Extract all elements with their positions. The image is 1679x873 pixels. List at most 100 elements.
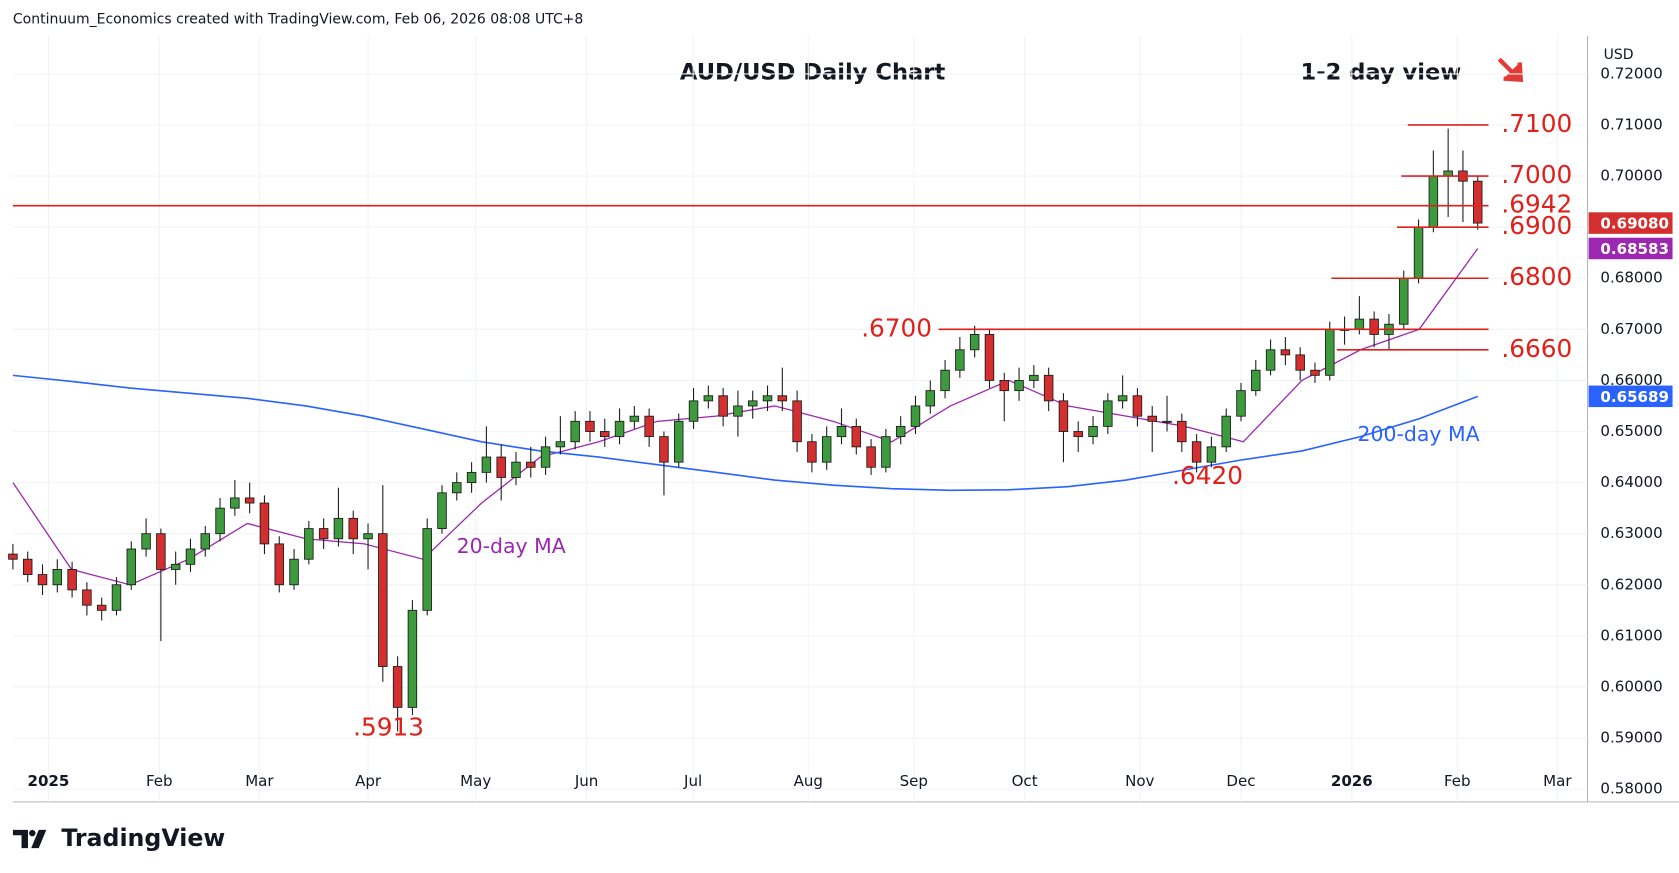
candle	[585, 411, 595, 442]
candle	[141, 518, 151, 557]
candle-body	[126, 548, 137, 586]
candle	[437, 485, 447, 534]
candle-body	[984, 334, 995, 381]
candle-body	[851, 425, 862, 448]
candle-body	[777, 395, 788, 402]
candle	[1399, 270, 1409, 330]
candle-body	[614, 420, 625, 438]
candle	[851, 418, 862, 455]
x-tick-label: Jul	[683, 772, 702, 790]
candle-body	[318, 528, 329, 540]
candle	[600, 418, 610, 447]
candle	[363, 523, 373, 570]
candle-body	[526, 461, 536, 468]
candle	[1251, 359, 1261, 396]
candle-body	[67, 569, 77, 591]
candle	[259, 495, 270, 555]
candle-body	[600, 431, 610, 438]
annotation: .5913	[353, 713, 424, 742]
level-label: .6800	[1501, 262, 1572, 291]
candle	[1206, 436, 1217, 468]
candle-body	[1177, 420, 1187, 443]
y-tick-label: 0.64000	[1600, 473, 1662, 491]
y-tick-label: 0.70000	[1600, 167, 1662, 185]
candle-body	[141, 533, 151, 550]
price-tag-label: 0.68583	[1600, 240, 1669, 258]
candle	[540, 436, 551, 475]
candle	[407, 600, 418, 716]
level-label: .6660	[1501, 334, 1572, 363]
candle-body	[1029, 374, 1039, 381]
y-tick-label: 0.71000	[1600, 115, 1662, 133]
candle	[1117, 375, 1128, 409]
candle	[644, 408, 654, 447]
x-tick-label: Mar	[1543, 772, 1572, 790]
candle	[674, 413, 684, 468]
candle	[1058, 393, 1069, 463]
candle	[126, 541, 137, 590]
x-tick-label: Feb	[1444, 772, 1471, 790]
candle-body	[230, 497, 240, 509]
candle-body	[407, 609, 418, 708]
candle-body	[1265, 349, 1276, 371]
x-tick-label: Sep	[900, 772, 928, 790]
x-tick-label: Aug	[794, 772, 823, 790]
candle-body	[274, 543, 284, 586]
price-tag-label: 0.65689	[1600, 388, 1669, 406]
candle	[955, 337, 965, 378]
moving-average	[12, 248, 1479, 586]
candle-body	[1354, 318, 1365, 330]
candle	[1043, 367, 1054, 412]
candle	[925, 380, 936, 414]
candle	[910, 395, 921, 435]
candle	[1014, 367, 1024, 401]
x-tick-label: Apr	[355, 772, 382, 790]
candle-body	[37, 574, 48, 586]
candle	[318, 518, 329, 550]
candle	[1073, 421, 1083, 452]
candle	[1472, 176, 1483, 230]
price-tag-label: 0.69080	[1600, 215, 1669, 233]
candle	[96, 597, 107, 621]
candle-body	[540, 446, 551, 468]
candle-body	[1117, 395, 1128, 402]
candle	[8, 543, 18, 570]
candle	[289, 549, 299, 590]
candle	[496, 444, 506, 501]
candle-body	[1369, 318, 1379, 335]
candle-body	[363, 533, 373, 540]
candle-body	[215, 507, 225, 535]
x-tick-label: 2026	[1331, 772, 1373, 790]
candle-body	[1132, 395, 1143, 417]
y-tick-label: 0.58000	[1600, 780, 1662, 798]
x-tick-label: Mar	[245, 772, 274, 790]
candle-body	[185, 548, 196, 565]
candle-body	[644, 415, 654, 438]
brand: TradingView	[61, 824, 225, 852]
candle-body	[481, 456, 492, 473]
brand-logo	[12, 829, 47, 849]
candle	[762, 385, 773, 412]
candle	[1103, 393, 1113, 435]
candle-body	[437, 492, 447, 530]
y-tick-label: 0.66000	[1600, 371, 1662, 389]
candle	[230, 480, 240, 516]
candle	[452, 472, 462, 501]
candle-body	[1221, 415, 1231, 448]
candle	[511, 451, 521, 486]
candle-body	[733, 405, 743, 417]
candle	[185, 538, 196, 573]
x-tick-label: Dec	[1226, 772, 1255, 790]
y-tick-label: 0.59000	[1600, 729, 1662, 747]
candle-body	[200, 533, 211, 550]
y-tick-label: 0.65000	[1600, 422, 1662, 440]
candle	[200, 526, 211, 557]
grid	[12, 35, 1588, 802]
candle	[422, 518, 432, 616]
candle	[703, 385, 714, 409]
x-tick-label: Nov	[1125, 772, 1154, 790]
candle	[274, 536, 284, 593]
candle	[1177, 413, 1187, 452]
candle	[378, 485, 388, 682]
candle-body	[1103, 400, 1113, 427]
